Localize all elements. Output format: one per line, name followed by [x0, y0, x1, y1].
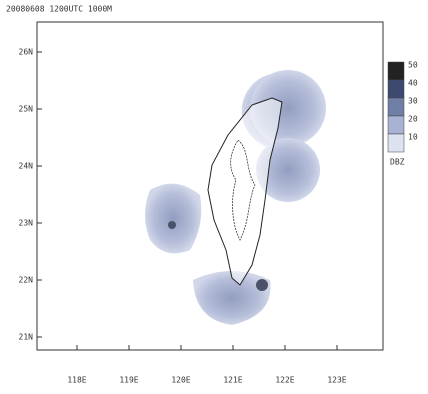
colorbar-box: [388, 98, 404, 116]
x-tick-label: 123E: [327, 376, 346, 385]
x-tick-label: 118E: [67, 376, 86, 385]
x-tick-label: 120E: [171, 376, 190, 385]
colorbar-box: [388, 62, 404, 80]
y-tick-label: 21N: [19, 333, 34, 342]
colorbar-box: [388, 134, 404, 152]
map-title: 20080608 1200UTC 1000M: [6, 5, 112, 14]
y-tick-label: 24N: [19, 162, 34, 171]
colorbar-label: 40: [408, 79, 418, 88]
y-tick-label: 26N: [19, 48, 34, 57]
colorbar-label: 10: [408, 133, 418, 142]
x-tick-label: 122E: [275, 376, 294, 385]
x-tick-label: 121E: [223, 376, 242, 385]
x-tick-label: 119E: [119, 376, 138, 385]
colorbar-label: 50: [408, 61, 418, 70]
colorbar-label: 30: [408, 97, 418, 106]
colorbar-label: 20: [408, 115, 418, 124]
colorbar-box: [388, 116, 404, 134]
map-figure: 20080608 1200UTC 1000M 26N 25N 24N 23N 22N 21…: [0, 0, 428, 390]
y-tick-label: 25N: [19, 105, 34, 114]
y-tick-label: 23N: [19, 219, 34, 228]
y-tick-label: 22N: [19, 276, 34, 285]
colorbar-box: [388, 80, 404, 98]
colorbar-unit: DBZ: [390, 158, 405, 167]
